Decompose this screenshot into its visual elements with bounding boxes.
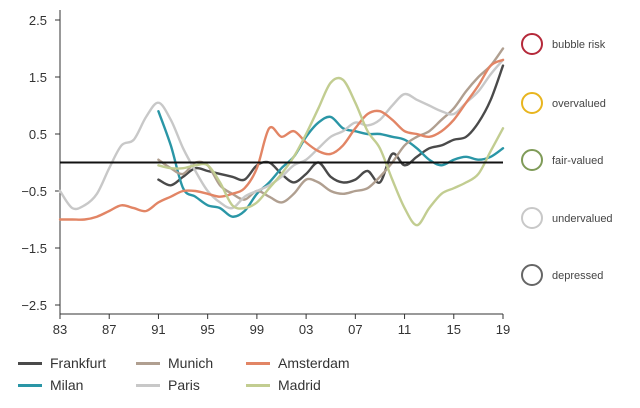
y-tick-label: 1.5	[29, 70, 47, 85]
y-tick-label: 2.5	[29, 13, 47, 28]
legend-label: Munich	[168, 355, 214, 371]
scale-marker-overvalued	[521, 92, 543, 114]
y-tick-label: −2.5	[21, 298, 47, 313]
x-tick-label: 11	[398, 322, 412, 337]
x-tick-label: 19	[496, 322, 510, 337]
legend-swatch	[246, 383, 270, 387]
legend-milan: Milan	[18, 377, 136, 393]
legend-frankfurt: Frankfurt	[18, 355, 136, 371]
series-line-paris	[58, 58, 505, 211]
x-tick-label: 83	[53, 322, 67, 337]
legend: Frankfurt Munich Amsterdam Milan Paris M…	[18, 352, 438, 396]
x-tick-label: 07	[348, 322, 362, 337]
series-line-frankfurt	[157, 64, 505, 187]
scale-marker-fair-valued	[521, 149, 543, 171]
x-tick-label: 87	[102, 322, 116, 337]
scale-label: fair-valued	[552, 155, 603, 167]
legend-swatch	[18, 383, 42, 387]
legend-label: Milan	[50, 377, 84, 393]
legend-label: Amsterdam	[278, 355, 350, 371]
scale-label: depressed	[552, 270, 603, 282]
legend-paris: Paris	[136, 377, 246, 393]
legend-swatch	[246, 361, 270, 365]
scale-label: overvalued	[552, 98, 606, 110]
x-tick-label: 91	[151, 322, 165, 337]
scale-label: undervalued	[552, 213, 613, 225]
legend-madrid: Madrid	[246, 377, 364, 393]
x-tick-label: 03	[299, 322, 313, 337]
x-tick-label: 95	[200, 322, 214, 337]
scale-label: bubble risk	[552, 39, 606, 51]
scale-marker-bubble-risk	[521, 33, 543, 55]
legend-swatch	[136, 361, 160, 365]
legend-label: Frankfurt	[50, 355, 107, 371]
x-tick-label: 15	[447, 322, 461, 337]
y-tick-label: −0.5	[21, 184, 47, 199]
y-tick-label: 0.5	[29, 127, 47, 142]
y-tick-label: −1.5	[21, 241, 47, 256]
scale-marker-depressed	[521, 264, 543, 286]
series-line-milan	[157, 110, 505, 218]
series-line-madrid	[157, 76, 505, 227]
legend-swatch	[18, 361, 42, 365]
x-tick-label: 99	[250, 322, 264, 337]
legend-amsterdam: Amsterdam	[246, 355, 364, 371]
legend-label: Madrid	[278, 377, 321, 393]
legend-swatch	[136, 383, 160, 387]
legend-munich: Munich	[136, 355, 246, 371]
scale-marker-undervalued	[521, 207, 543, 229]
legend-label: Paris	[168, 377, 200, 393]
series-line-munich	[157, 47, 505, 204]
series-line-amsterdam	[58, 58, 505, 221]
